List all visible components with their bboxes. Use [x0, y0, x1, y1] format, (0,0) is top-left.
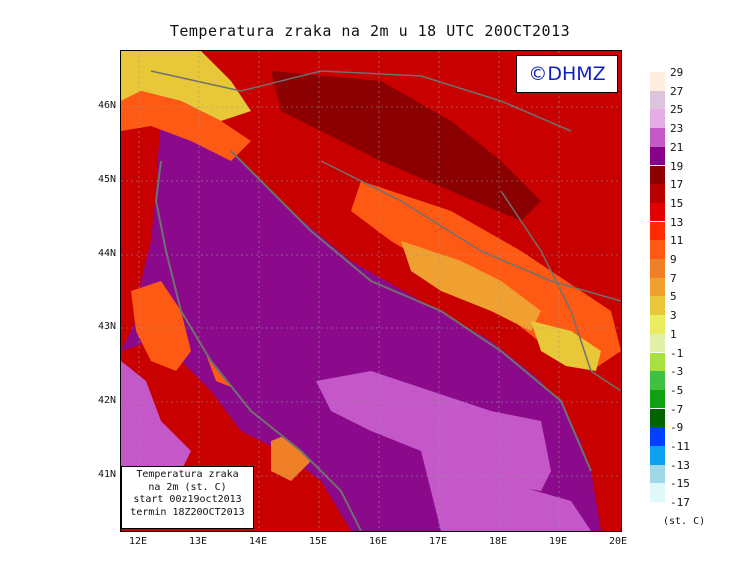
- legend-label: -5: [670, 383, 684, 397]
- legend-swatch: [650, 259, 665, 278]
- legend-label: 25: [670, 103, 684, 117]
- coastline-croatia: [230, 150, 592, 472]
- legend-label: 29: [670, 66, 684, 79]
- italy-purple-tip: [121, 361, 191, 471]
- legend-label: -3: [670, 365, 684, 379]
- legend-swatch: [650, 296, 665, 315]
- balkan-yellow-2: [531, 321, 601, 371]
- lon-label-12e: 12E: [128, 536, 148, 547]
- legend-label: 9: [670, 253, 677, 266]
- lat-label-44n: 44N: [97, 248, 116, 259]
- legend-label: 17: [670, 178, 684, 192]
- legend-swatch: [650, 146, 665, 166]
- lon-label-13e: 13E: [188, 536, 208, 547]
- balkan-yellow: [401, 241, 541, 331]
- italy-orange-1: [131, 281, 191, 371]
- adriatic-warm-south: [421, 451, 591, 531]
- legend-label: 19: [670, 159, 684, 173]
- legend-swatch: [650, 184, 665, 203]
- lon-label-20e: 20E: [608, 536, 628, 547]
- lat-label-42n: 42N: [97, 395, 116, 406]
- lon-label-17e: 17E: [428, 536, 448, 547]
- legend-swatch: [650, 371, 665, 390]
- legend-swatch: [650, 72, 665, 91]
- legend-label: 3: [670, 309, 677, 323]
- legend-label: 1: [670, 327, 677, 341]
- legend-swatch: [650, 277, 665, 297]
- legend-swatch: [650, 315, 665, 334]
- balkan-dark: [271, 71, 541, 221]
- info-line-3: start 00z19oct2013: [133, 494, 242, 505]
- legend-label: -11: [670, 440, 690, 453]
- legend-swatch: [650, 502, 665, 521]
- lon-label-15e: 15E: [308, 536, 328, 547]
- lon-label-16e: 16E: [368, 536, 388, 547]
- legend-label: 5: [670, 290, 677, 304]
- country-border-3: [500, 190, 621, 392]
- legend-swatch: [650, 221, 665, 241]
- country-border-1: [150, 70, 572, 132]
- legend-label: -9: [670, 421, 684, 435]
- legend-swatch: [650, 240, 665, 259]
- legend-label: -17: [670, 496, 690, 510]
- legend-swatch: [650, 90, 665, 110]
- legend-label: -1: [670, 346, 684, 360]
- legend-label: -13: [670, 458, 690, 472]
- alps-yellow: [121, 51, 251, 121]
- temperature-map: [120, 50, 622, 532]
- legend-swatch: [650, 446, 665, 465]
- legend-swatch: [650, 165, 665, 185]
- map-canvas: [121, 51, 621, 531]
- legend-label: 13: [670, 215, 684, 229]
- lon-label-14e: 14E: [248, 536, 268, 547]
- lat-label-46n: 46N: [97, 100, 116, 111]
- info-box: Temperatura zraka na 2m (st. C) start 00…: [121, 466, 254, 529]
- legend-swatch: [650, 109, 665, 128]
- legend-swatch: [650, 202, 665, 222]
- legend-swatch: [650, 352, 665, 372]
- lon-label-18e: 18E: [488, 536, 508, 547]
- alps-orange: [121, 91, 251, 161]
- lat-label-43n: 43N: [97, 321, 116, 332]
- lat-label-45n: 45N: [97, 174, 116, 185]
- legend-label: 15: [670, 196, 684, 210]
- legend-swatch: [650, 128, 665, 147]
- legend-label: 11: [670, 234, 684, 248]
- info-line-4: termin 18Z20OCT2013: [130, 506, 245, 518]
- legend-label: -7: [670, 402, 684, 416]
- map-title: Temperatura zraka na 2m u 18 UTC 20OCT20…: [169, 22, 571, 40]
- legend-swatch: [650, 389, 665, 409]
- legend-label: 23: [670, 122, 684, 136]
- lat-label-41n: 41N: [97, 469, 116, 480]
- legend-units: (st. C): [663, 516, 706, 527]
- info-line-2: na 2m (st. C): [148, 481, 227, 493]
- legend-label: 7: [670, 271, 677, 285]
- legend-swatch: [650, 408, 665, 428]
- legend-swatch: [650, 483, 665, 502]
- legend-label: 21: [670, 140, 684, 154]
- dhmz-logo: ©DHMZ: [516, 55, 618, 93]
- lon-label-19e: 19E: [548, 536, 568, 547]
- legend-swatch: [650, 427, 665, 446]
- adriatic-warm-patch: [316, 371, 551, 491]
- coastline-italy: [154, 160, 362, 531]
- legend-swatch: [650, 333, 665, 353]
- legend-label: 27: [670, 84, 684, 98]
- legend-swatch: [650, 464, 665, 484]
- country-border-2: [320, 160, 621, 302]
- info-line-1: Temperatura zraka: [136, 469, 239, 480]
- legend-label: -15: [670, 477, 690, 491]
- graticule: [121, 51, 621, 531]
